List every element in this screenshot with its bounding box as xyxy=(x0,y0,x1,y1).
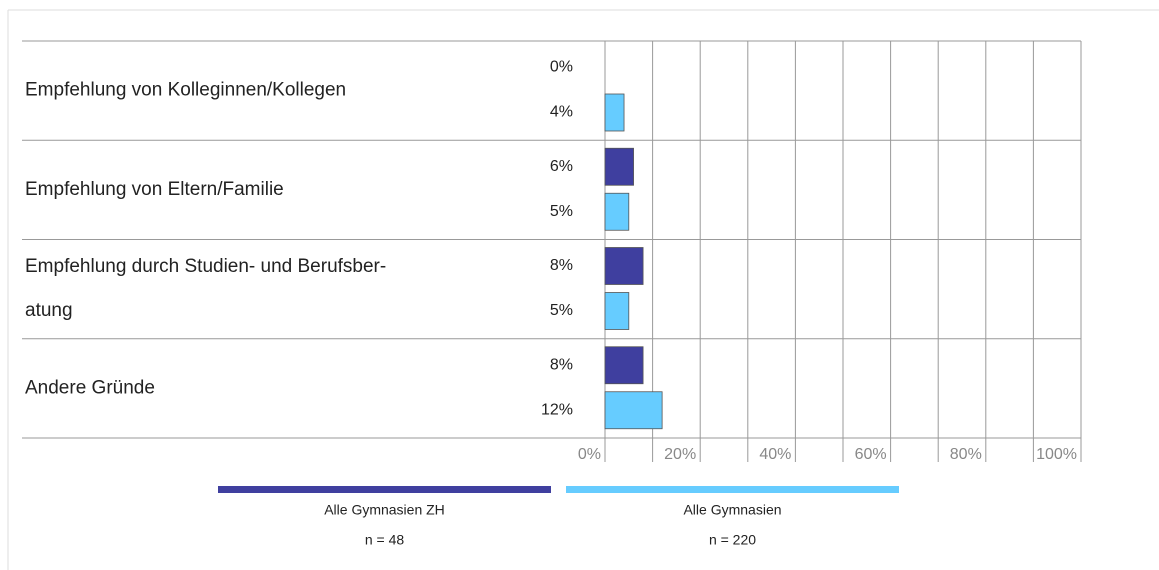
bar xyxy=(604,93,625,132)
x-tick-label: 20% xyxy=(664,446,696,463)
x-tick-label: 0% xyxy=(578,446,601,463)
category-label: atung xyxy=(25,300,73,321)
value-label: 4% xyxy=(550,104,573,121)
category-label: Andere Gründe xyxy=(25,377,155,398)
value-label: 8% xyxy=(550,257,573,274)
value-label: 12% xyxy=(541,401,573,418)
x-tick-label: 60% xyxy=(855,446,887,463)
value-label: 0% xyxy=(550,59,573,76)
x-tick-label: 80% xyxy=(950,446,982,463)
bar xyxy=(604,346,644,385)
legend-swatch xyxy=(566,486,899,493)
x-tick-label: 100% xyxy=(1036,446,1077,463)
x-tick-label: 40% xyxy=(759,446,791,463)
category-label: Empfehlung von Kolleginnen/Kollegen xyxy=(25,80,346,101)
bar xyxy=(604,192,630,231)
value-label: 6% xyxy=(550,158,573,175)
bar xyxy=(604,147,634,186)
bar xyxy=(604,292,630,330)
legend-label: Alle Gymnasien ZH xyxy=(324,502,445,518)
bar xyxy=(604,391,663,430)
legend-n: n = 220 xyxy=(709,532,756,548)
value-label: 5% xyxy=(550,203,573,220)
category-label: Empfehlung von Eltern/Familie xyxy=(25,179,284,200)
legend-label: Alle Gymnasien xyxy=(683,502,781,518)
value-label: 5% xyxy=(550,302,573,319)
legend-n: n = 48 xyxy=(365,532,405,548)
legend-swatch xyxy=(218,486,551,493)
bar xyxy=(604,247,644,285)
value-label: 8% xyxy=(550,356,573,373)
category-label: Empfehlung durch Studien- und Berufsber- xyxy=(25,256,386,277)
